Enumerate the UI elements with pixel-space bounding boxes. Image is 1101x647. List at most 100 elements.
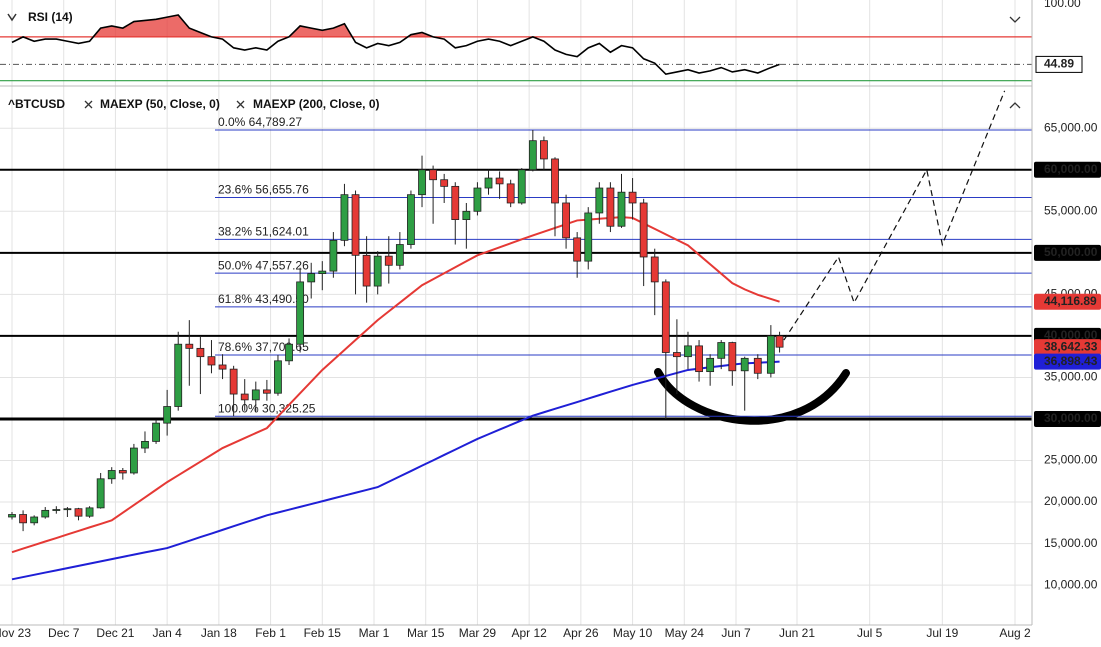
candle-body [384,255,393,266]
candle-body [617,191,626,227]
candle-body [506,183,515,204]
candle-body [85,507,94,517]
fib-label: 23.6% 56,655.76 [218,183,309,197]
x-tick-label: Apr 12 [511,626,547,640]
candle-body [351,194,360,256]
candle-body [584,212,593,262]
price-label-box [1034,339,1101,356]
x-tick-label: Jan 18 [201,626,237,640]
x-tick-label: Jul 5 [857,626,883,640]
candle-body [30,516,39,524]
remove-study-icon[interactable] [84,100,93,109]
candle-body [495,177,504,185]
candle-body [395,244,404,266]
candle-body [340,194,349,241]
symbol-title: ^BTCUSD [8,97,65,111]
candle-body [429,169,438,181]
candle-body [285,343,293,362]
x-tick-label: Mar 15 [407,626,445,640]
collapse-icon[interactable] [7,13,17,22]
candle-body [639,202,648,258]
expand-icon[interactable] [1009,102,1021,109]
collapse-icon[interactable] [1009,16,1021,23]
candle-body [19,514,27,524]
candle-body [174,343,183,407]
y-tick-label: 20,000.00 [1044,494,1098,508]
candle-body [218,364,227,370]
y-tick-label: 65,000.00 [1044,120,1098,134]
rsi-current-label: 44.89 [1044,57,1074,71]
candle-body [753,357,762,374]
remove-study-icon[interactable] [236,100,245,109]
legend-entry: MAEXP (50, Close, 0) [100,97,220,111]
candle-body [63,508,72,511]
rsi-current-box [1035,55,1083,73]
candle-body [196,347,205,358]
x-tick-label: Feb 15 [304,626,342,640]
candle-body [141,441,149,449]
price-label-box [1034,244,1101,261]
candle-body [407,194,415,245]
candle-body [473,187,482,212]
legend-entry: MAEXP (200, Close, 0) [253,97,380,111]
price-label-box [1034,161,1101,178]
candle-body [107,470,116,480]
candle-body [517,169,526,204]
candle-body [628,191,637,204]
candle-body [229,368,238,395]
fib-label: 61.8% 43,490.50 [218,292,309,306]
candle-body [318,270,327,274]
ma-line [11,216,780,554]
price-label-box [1034,410,1101,427]
candle-body [440,179,449,187]
rsi-tick-label: 100.00 [1044,0,1081,10]
x-tick-label: Jan 4 [152,626,182,640]
y-tick-label: 35,000.00 [1044,370,1098,384]
candle-body [207,356,216,366]
candle-body [672,352,681,358]
projection-line [783,90,1006,341]
x-tick-label: May 24 [665,626,705,640]
candle-body [296,281,305,345]
candle-body [595,187,604,214]
candle-body [706,357,715,373]
candle-body [52,509,61,511]
candle-body [528,140,537,171]
price-pane: 0.0% 64,789.27 23.6% 56,655.76 38.2% 51,62… [0,90,1032,581]
candle-body [462,210,471,220]
candle-body [251,389,260,401]
candle-body [152,422,160,442]
candle-body [775,335,784,348]
x-tick-label: Dec 7 [48,626,80,640]
candle-body [540,140,548,160]
x-tick-label: Jun 7 [721,626,751,640]
candle-body [118,470,127,474]
y-tick-label: 15,000.00 [1044,536,1098,550]
x-tick-label: Dec 21 [96,626,134,640]
candle-body [661,281,670,353]
y-tick-label: 55,000.00 [1044,203,1098,217]
candle-body [573,237,582,262]
x-tick-label: Aug 2 [999,626,1031,640]
candle-body [362,254,371,287]
candle-body [606,187,615,227]
candle-body [373,255,382,287]
candle-body [484,177,493,189]
x-tick-label: Feb 1 [255,626,286,640]
candle-body [163,406,172,424]
candle-body [329,239,338,272]
candle-body [262,389,271,394]
candle-body [551,158,559,204]
candle-body [240,393,249,401]
fib-label: 38.2% 51,624.01 [218,225,309,239]
price-label: 36,898.43 [1044,354,1098,368]
price-label: 30,000.00 [1044,411,1098,425]
candle-body [695,345,703,373]
x-tick-label: Mar 1 [359,626,390,640]
candle-body [96,478,105,509]
candle-body [274,360,282,394]
x-tick-label: Apr 26 [563,626,599,640]
x-tick-label: Jul 19 [926,626,958,640]
